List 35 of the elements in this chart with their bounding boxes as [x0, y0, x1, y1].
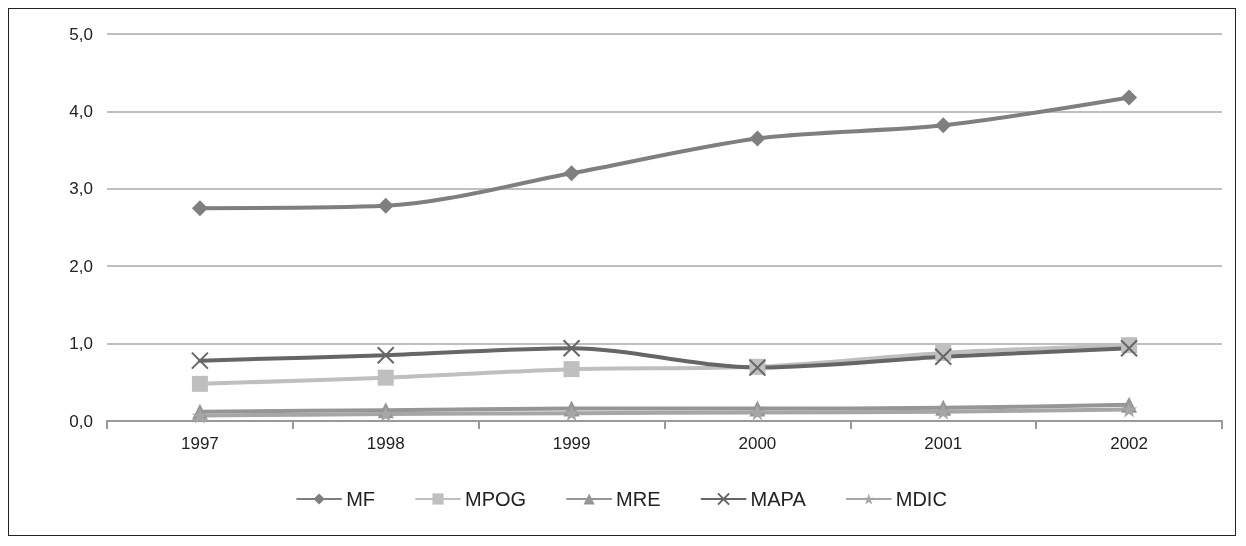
point: [562, 339, 581, 358]
point: [1121, 89, 1138, 106]
point: [190, 351, 209, 370]
x-tick-label: 2002: [1110, 434, 1148, 453]
legend-label: MDIC: [895, 488, 947, 510]
point: [749, 404, 766, 421]
y-tick-label: 2,0: [69, 256, 93, 276]
point: [749, 130, 766, 147]
point: [934, 347, 953, 366]
point: [377, 197, 394, 214]
legend-label: MAPA: [750, 488, 807, 510]
point: [191, 407, 208, 424]
x-tick-label: 1997: [181, 434, 219, 453]
legend-label: MF: [346, 488, 376, 510]
point: [377, 369, 394, 386]
x-tick-label: 1998: [366, 434, 405, 453]
legend-label: MPOG: [465, 488, 527, 510]
y-tick-label: 1,0: [69, 334, 93, 354]
point: [1120, 339, 1139, 358]
y-tick-label: 5,0: [69, 24, 93, 44]
point: [1121, 401, 1138, 418]
y-tick-label: 4,0: [69, 101, 93, 121]
point: [563, 165, 580, 182]
point: [191, 200, 208, 217]
x-tick-label: 2000: [738, 434, 777, 453]
x-tick-label: 2001: [924, 434, 963, 453]
point: [191, 375, 208, 392]
point: [935, 117, 952, 134]
point: [376, 346, 395, 365]
legend-label: MRE: [616, 488, 661, 510]
point: [563, 361, 580, 378]
y-tick-label: 0,0: [69, 411, 93, 431]
x-tick-label: 1999: [552, 434, 591, 453]
y-tick-label: 3,0: [69, 179, 93, 199]
point: [563, 405, 580, 422]
